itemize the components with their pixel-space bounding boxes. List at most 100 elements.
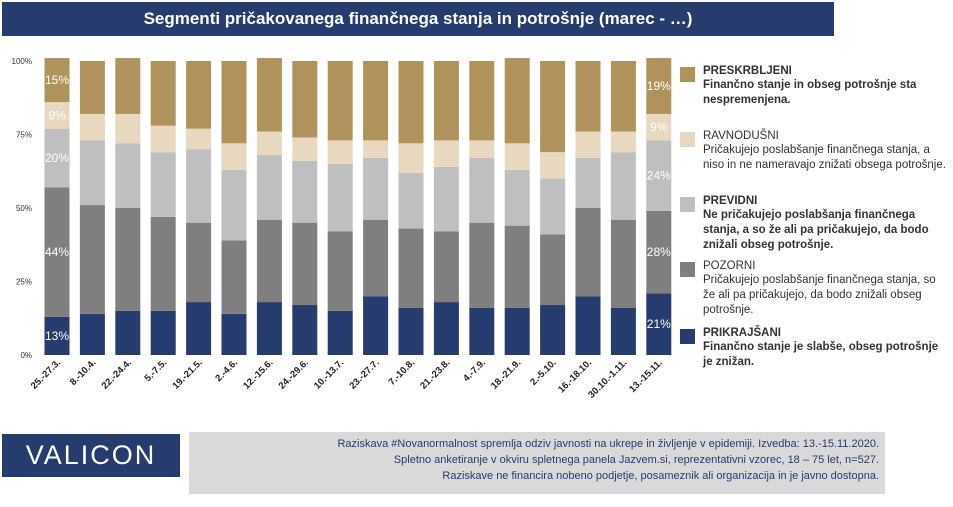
bar-segment-previdni (327, 163, 353, 232)
legend-item-pozorni: POZORNI Pričakujejo poslabšanje finančne… (676, 259, 948, 326)
bar-segment-prikrajšani (44, 316, 70, 355)
bar-segment-ravnodušni (150, 125, 176, 153)
bar-segment-preskrbljeni (186, 61, 212, 129)
legend-name: PRIKRAJŠANI (703, 327, 781, 339)
bar-segment-pozorni (433, 231, 459, 303)
bar-segment-ravnodušni (79, 113, 105, 141)
legend-name: PREVIDNI (703, 195, 758, 207)
valicon-logo: VALICON (2, 434, 180, 477)
bar-segment-prikrajšani (150, 310, 176, 355)
bar-segment-previdni (469, 158, 495, 223)
bar-segment-previdni (363, 158, 389, 220)
bar-segment-preskrbljeni (610, 61, 636, 132)
bar-segment-prikrajšani (79, 313, 105, 355)
data-label: 9% (650, 120, 668, 134)
x-tick-label: 10.-13.7. (312, 357, 346, 391)
bar-segment-pozorni (221, 240, 247, 314)
data-label: 20% (45, 151, 69, 165)
x-tick-label: 7.-10.8. (387, 357, 418, 388)
bar-segment-ravnodušni (646, 113, 672, 141)
bar-segment-ravnodušni (327, 140, 353, 164)
x-tick-label: 8.-10.4. (68, 357, 99, 388)
bar-segment-prikrajšani (186, 302, 212, 355)
bar-segment-prikrajšani (433, 302, 459, 355)
data-label: 44% (45, 245, 69, 259)
data-label: 21% (647, 317, 671, 331)
legend-swatch-preskrbljeni (680, 67, 695, 82)
footer-line: Raziskava #Novanormalnost spremlja odziv… (337, 438, 879, 450)
bar-segment-pozorni (363, 219, 389, 297)
footer-line: Raziskave ne financira nobeno podjetje, … (442, 470, 879, 482)
bar-segment-pozorni (115, 208, 141, 311)
bar-segment-previdni (256, 155, 282, 220)
bar-segment-ravnodušni (221, 143, 247, 170)
legend-name: POZORNI (703, 260, 756, 272)
legend-description: Finančno stanje in obseg potrošnje sta n… (703, 79, 917, 106)
bar-segment-previdni (79, 140, 105, 206)
bar-segment-pozorni (540, 234, 566, 306)
bar-segment-preskrbljeni (433, 61, 459, 141)
bar-segment-preskrbljeni (646, 58, 672, 114)
bar-segment-pozorni (256, 219, 282, 303)
bar-segment-preskrbljeni (292, 61, 318, 138)
legend-item-preskrbljeni: PRESKRBLJENI Finančno stanje in obseg po… (676, 64, 948, 129)
chart-title: Segmenti pričakovanega finančnega stanja… (143, 9, 693, 28)
bar-segment-previdni (433, 166, 459, 232)
x-tick-label: 18.-21.9. (489, 357, 523, 391)
bar-segment-pozorni (575, 208, 601, 297)
y-tick-label: 75% (16, 131, 32, 140)
data-label: 24% (647, 169, 671, 183)
bar-segment-ravnodušni (610, 131, 636, 153)
bar-segment-preskrbljeni (469, 61, 495, 141)
bar-segment-previdni (150, 152, 176, 217)
legend-swatch-prikrajsani (680, 329, 695, 344)
bar-segment-prikrajšani (504, 307, 530, 355)
x-tick-label: 25.-27.3. (29, 357, 63, 391)
x-tick-label: 21.-23.8. (418, 357, 452, 391)
x-tick-label: 2.-5.10. (528, 357, 559, 388)
bar-segment-preskrbljeni (327, 61, 353, 141)
legend-item-prikrajsani: PRIKRAJŠANI Finančno stanje je slabše, o… (676, 326, 948, 370)
bar-segment-prikrajšani (221, 313, 247, 355)
bar-segment-ravnodušni (469, 140, 495, 159)
bar-segment-ravnodušni (292, 137, 318, 161)
bar-segment-previdni (575, 158, 601, 208)
bar-segment-ravnodušni (186, 128, 212, 150)
bar-segment-prikrajšani (115, 310, 141, 355)
bar-segment-previdni (398, 172, 424, 229)
stacked-bar-chart: 0% 25% 50% 75% 100% 25.-27.3. 8.-10.4. 22.-24.4… (12, 57, 672, 401)
x-tick-label: 4.-7.9. (461, 357, 488, 384)
legend-item-previdni: PREVIDNI Ne pričakujejo poslabšanja fina… (676, 194, 948, 259)
data-label: 15% (45, 73, 69, 87)
y-tick-label: 50% (16, 204, 32, 213)
bar-segment-pozorni (150, 216, 176, 311)
bar-segment-preskrbljeni (540, 61, 566, 153)
bar-segment-previdni (610, 152, 636, 220)
legend-item-ravnodusni: RAVNODUŠNI Pričakujejo poslabšanje finan… (676, 129, 948, 194)
bar-segment-previdni (186, 149, 212, 223)
x-tick-label: 2.-4.6. (213, 357, 240, 384)
bar-segment-prikrajšani (610, 307, 636, 355)
x-tick-label: 19.-21.5. (170, 357, 204, 391)
legend-description: Finančno stanje je slabše, obseg potrošn… (703, 341, 939, 368)
bar-segment-pozorni (398, 228, 424, 308)
legend-name: PRESKRBLJENI (703, 65, 792, 77)
y-tick-label: 25% (16, 278, 32, 287)
bar-segment-previdni (44, 128, 70, 188)
legend-name: RAVNODUŠNI (703, 130, 779, 142)
bar-segment-ravnodušni (44, 102, 70, 129)
bar-segment-pozorni (610, 219, 636, 308)
footer-line: Spletno anketiranje v okviru spletnega p… (393, 454, 879, 466)
logo-text: VALICON (25, 440, 157, 470)
legend-description: Ne pričakujejo poslabšanja finančnega st… (703, 209, 929, 251)
bar-segment-prikrajšani (540, 305, 566, 355)
data-label: 19% (647, 79, 671, 93)
bar-segment-preskrbljeni (79, 61, 105, 114)
bar-segment-previdni (646, 140, 672, 211)
bar-segment-previdni (221, 169, 247, 241)
bar-segment-previdni (115, 143, 141, 208)
bar-segment-pozorni (292, 222, 318, 306)
bar-segment-preskrbljeni (150, 61, 176, 126)
bar-segment-prikrajšani (292, 305, 318, 355)
data-label: 9% (48, 108, 66, 122)
